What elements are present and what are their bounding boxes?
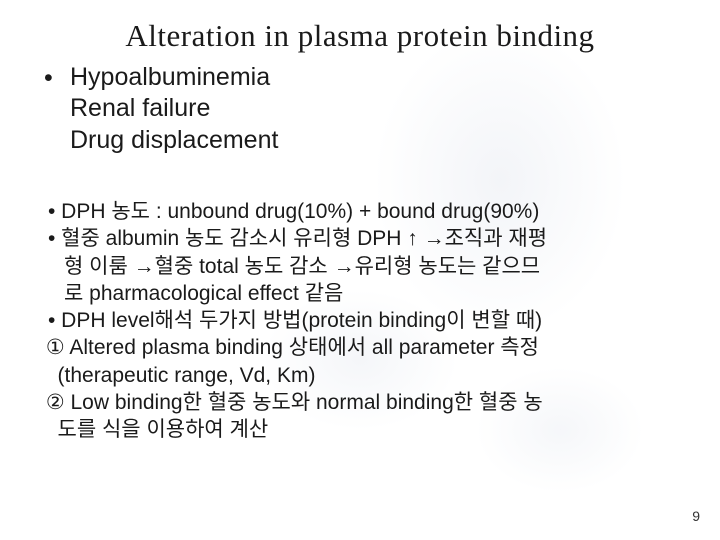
body-line: (therapeutic range, Vd, Km): [40, 362, 684, 389]
body-line: • 혈중 albumin 농도 감소시 유리형 DPH ↑ →조직과 재평: [40, 225, 684, 252]
sublist-bullet: •: [44, 64, 53, 93]
body-line: • DPH 농도 : unbound drug(10%) + bound dru…: [40, 198, 684, 225]
body-line: ① Altered plasma binding 상태에서 all parame…: [40, 334, 684, 361]
sublist-item: Renal failure: [70, 93, 278, 124]
body-text: • DPH 농도 : unbound drug(10%) + bound dru…: [40, 198, 684, 444]
body-line: 도를 식을 이용하여 계산: [40, 416, 684, 443]
sublist-item: Drug displacement: [70, 125, 278, 156]
sublist-item: Hypoalbuminemia: [70, 62, 278, 93]
body-line: 로 pharmacological effect 같음: [40, 280, 684, 307]
body-line: • DPH level해석 두가지 방법(protein binding이 변할…: [40, 307, 684, 334]
slide-title: Alteration in plasma protein binding: [0, 18, 720, 54]
body-line: ② Low binding한 혈중 농도와 normal binding한 혈중…: [40, 389, 684, 416]
body-line: 형 이룸 →혈중 total 농도 감소 →유리형 농도는 같으므: [40, 253, 684, 280]
sublist: Hypoalbuminemia Renal failure Drug displ…: [70, 62, 278, 156]
page-number: 9: [692, 508, 700, 524]
